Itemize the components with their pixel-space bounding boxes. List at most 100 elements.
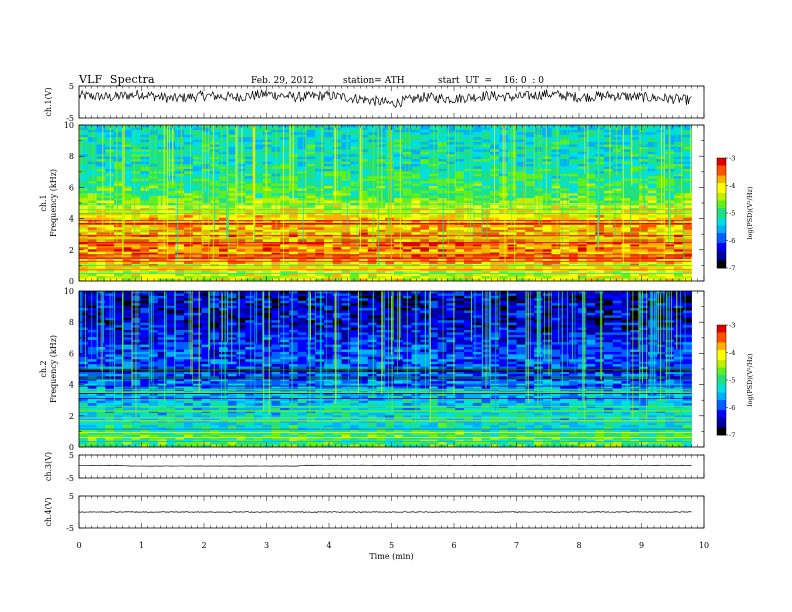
ch1-spectrogram-cell (245, 190, 255, 194)
ch1-spectrogram-cell (674, 261, 684, 265)
ch1-spectrogram-cell (647, 224, 657, 228)
ch1-spectrogram-cell (569, 183, 579, 187)
ch1-spectrogram-cell (560, 217, 570, 221)
ch1-spectrogram-cell (464, 200, 474, 204)
ch1-spectrogram-cell (227, 168, 237, 172)
ch1-spectrogram-cell (157, 229, 167, 233)
ch1-spectrogram-cell (394, 212, 404, 216)
ch1-spectrogram-cell (254, 132, 264, 136)
ch1-spectrogram-cell (367, 261, 377, 265)
ch1-spectrogram-cell (411, 207, 421, 211)
ch1-spectrogram-cell (166, 171, 176, 175)
ch1-spectrogram-cell (122, 242, 132, 245)
ch1-spectrogram-cell (350, 193, 360, 197)
ch1-spectrogram-cell (429, 254, 439, 258)
ch1-spectrogram-cell (674, 200, 684, 204)
ch1-spectrogram-cell (166, 268, 176, 272)
ch1-spectrogram-cell (254, 161, 264, 165)
ch1-spectrogram-cell (280, 129, 290, 133)
ch1-spectrogram-cell (612, 244, 622, 248)
ch1-spectrogram-cell (560, 185, 570, 189)
ch1-spectrogram-cell (647, 154, 657, 158)
ch1-spectrogram-cell (262, 164, 272, 167)
ch1-spectrogram-cell (87, 159, 97, 162)
ch1-spectrogram-cell (350, 251, 360, 255)
ch1-spectrogram-cell (96, 242, 106, 245)
ch1-spectrogram-cell (315, 210, 325, 214)
ch1-spectrogram-cell (612, 242, 622, 245)
ch1-spectrogram-cell (350, 244, 360, 248)
ch1-spectrogram-cell (516, 220, 526, 223)
ch1-spectrogram-cell (507, 251, 517, 255)
ch1-spectrogram-cell (621, 242, 631, 245)
ch1-spectrogram-cell (131, 129, 141, 133)
ch1-spectrogram-cell (682, 251, 692, 255)
ch1-spectrogram-cell (394, 193, 404, 197)
ch1-spectrogram-cell (394, 178, 404, 182)
ch1-spectrogram-cell (385, 242, 395, 245)
ch1-spectrogram-cell (455, 195, 465, 199)
ch1-spectrogram-cell (516, 168, 526, 172)
ch1-spectrogram-cell (297, 171, 307, 175)
ch1-spectrogram-cell (245, 178, 255, 182)
ch1-spectrogram-cell (324, 244, 334, 248)
ch1-spectrogram-cell (446, 229, 456, 233)
ch1-spectrogram-cell (280, 254, 290, 258)
ch1-spectrogram-cell (114, 205, 124, 209)
ch1-spectrogram-cell (105, 190, 115, 194)
ch1-spectrogram-cell (192, 139, 202, 143)
ch1-spectrogram-cell (630, 137, 640, 141)
ch1-spectrogram-cell (569, 261, 579, 265)
ch1-spectrogram-cell (586, 242, 596, 245)
ch1-spectrogram-cell (621, 217, 631, 221)
ch1-spectrogram-cell (245, 149, 255, 153)
ch1-spectrogram-cell (612, 151, 622, 155)
ch1-spectrogram-cell (499, 251, 509, 255)
ch1-spectrogram-cell (385, 278, 395, 282)
ch1-spectrogram-cell (157, 173, 167, 177)
ch1-spectrogram-cell (385, 185, 395, 189)
ch1-spectrogram-cell (507, 207, 517, 211)
ch1-spectrogram-cell (166, 259, 176, 262)
ch1-spectrogram-cell (560, 246, 570, 250)
ch1-spectrogram-cell (350, 125, 360, 128)
ch1-spectrogram-cell (674, 229, 684, 233)
ch1-spectrogram-cell (682, 198, 692, 201)
ch1-spectrogram-cell (341, 185, 351, 189)
ch1-spectrogram-cell (455, 246, 465, 250)
ch1-spectrogram-cell (516, 134, 526, 138)
ch1-spectrogram-cell (577, 195, 587, 199)
ch1-spectrogram-cell (297, 146, 307, 150)
ch1-spectrogram-cell (245, 273, 255, 277)
ch1-spectrogram-cell (332, 242, 342, 245)
ch1-spectrogram-cell (114, 244, 124, 248)
ch1-spectrogram-cell (219, 154, 229, 158)
ch1-spectrogram-cell (674, 259, 684, 262)
ch1-spectrogram-cell (227, 205, 237, 209)
ch1-spectrogram-cell (472, 259, 482, 262)
ch1-spectrogram-cell (192, 183, 202, 187)
ch1-spectrogram-cell (341, 166, 351, 170)
ch1-spectrogram-cell (254, 278, 264, 282)
ch1-spectrogram-cell (394, 198, 404, 201)
ch1-spectrogram-cell (481, 251, 491, 255)
ch1-spectrogram-cell (402, 134, 412, 138)
ch1-waveform-tick-label: 5 (69, 82, 74, 91)
ch1-spectrogram-cell (306, 129, 316, 133)
ch1-spectrogram-cell (280, 229, 290, 233)
ch1-spectrogram-cell (464, 156, 474, 160)
ch1-spectrogram-cell (472, 246, 482, 250)
ch1-spectrogram-cell (534, 232, 544, 236)
ch1-spectrogram-cell (674, 139, 684, 143)
ch1-spectrogram-cell (254, 254, 264, 258)
ch1-spectrogram-cell (350, 156, 360, 160)
ch1-spectrogram-cell (367, 125, 377, 128)
ch1-spectrogram-cell (394, 244, 404, 248)
ch1-spectrogram-cell (464, 183, 474, 187)
ch1-spectrogram-cell (262, 242, 272, 245)
ch1-spectrogram-cell (219, 266, 229, 270)
ch1-spectrogram-cell (639, 261, 649, 265)
ch1-spectrogram-cell (149, 246, 159, 250)
ch1-spectrogram-cell (324, 232, 334, 236)
ch1-spectrogram-cell (682, 266, 692, 270)
